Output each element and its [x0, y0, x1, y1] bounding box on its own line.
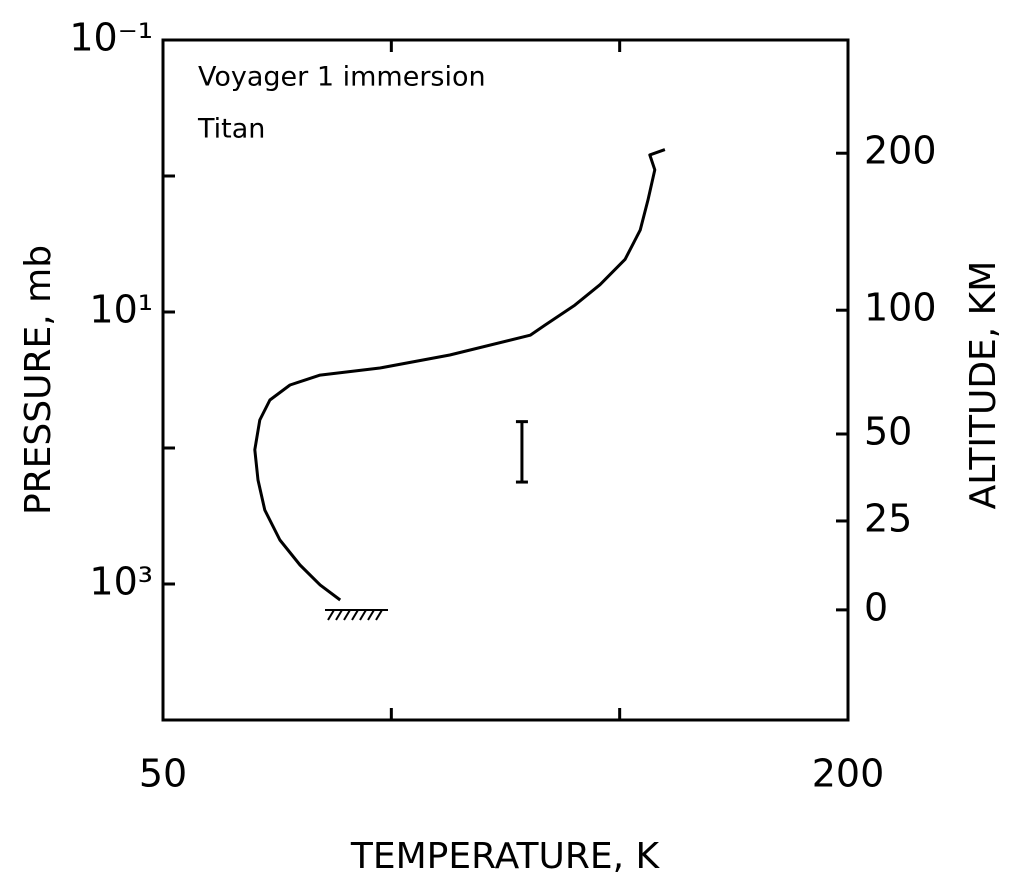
y2-tick-label: 200	[864, 129, 937, 173]
y2-tick-label: 100	[864, 286, 937, 330]
annotation: Voyager 1 immersion	[198, 62, 486, 93]
y2-axis-title: ALTITUDE, KM	[963, 261, 1004, 510]
surface-hatch	[325, 609, 388, 621]
x-tick-label: 200	[812, 752, 885, 796]
annotation: Titan	[197, 114, 265, 145]
y-axis-title: PRESSURE, mb	[18, 245, 59, 515]
y2-tick-label: 25	[864, 496, 912, 540]
y2-tick-label: 50	[864, 410, 912, 454]
y-tick-label: 10¹	[89, 288, 153, 332]
plot-frame	[161, 38, 850, 722]
x-tick-label: 50	[139, 752, 187, 796]
y-tick-label: 10⁻¹	[69, 16, 153, 60]
y2-tick-label: 0	[864, 585, 888, 629]
profile-line	[253, 148, 666, 602]
x-axis-title: TEMPERATURE, K	[350, 836, 661, 877]
y-tick-label: 10³	[89, 560, 153, 604]
